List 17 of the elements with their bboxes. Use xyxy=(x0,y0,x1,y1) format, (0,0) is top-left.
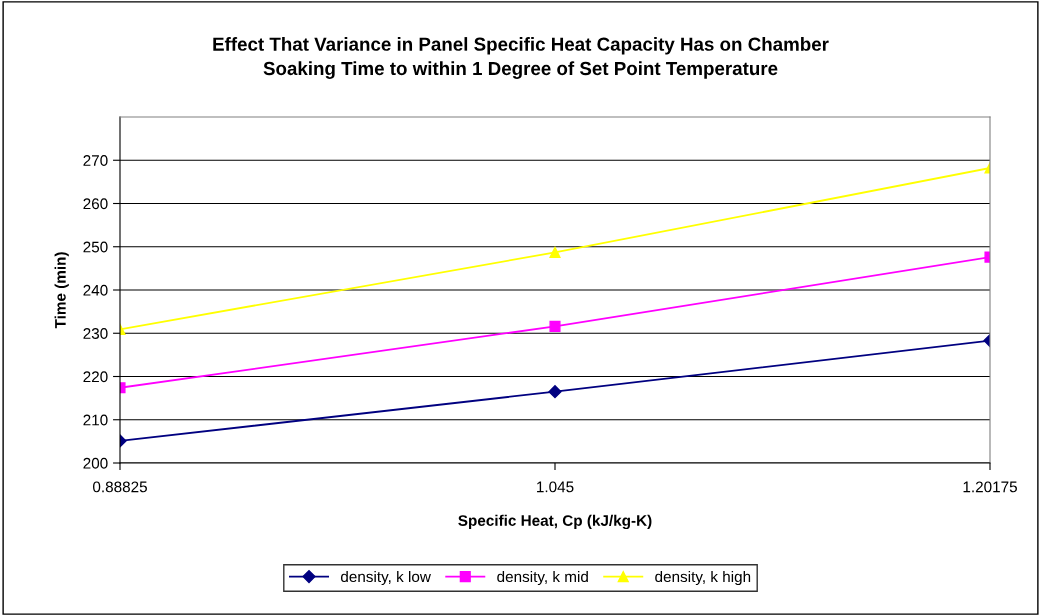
y-tick-label: 210 xyxy=(83,414,108,426)
y-tick-label: 250 xyxy=(83,241,108,253)
chart-title: Effect That Variance in Panel Specific Heat Capacity Has on Chamber Soaking Time to within 1 Degree of Set Point Temperature xyxy=(213,37,829,79)
x-tick-label: 1.045 xyxy=(537,481,574,493)
legend-label: density, k mid xyxy=(497,570,588,586)
legend-label: density, k low xyxy=(340,570,431,586)
x-axis-title: Specific Heat, Cp (kJ/kg-K) xyxy=(458,514,652,530)
x-tick-label: 1.20175 xyxy=(963,481,1017,493)
y-tick-label: 220 xyxy=(83,371,108,383)
y-tick-label: 270 xyxy=(83,155,108,166)
y-tick-label: 200 xyxy=(83,457,108,469)
y-tick-label: 230 xyxy=(83,328,108,339)
x-tick-label: 0.88825 xyxy=(92,481,147,493)
y-tick-label: 260 xyxy=(83,198,108,210)
y-axis-title: Time (min) xyxy=(54,252,69,329)
legend-label: density, k high xyxy=(655,570,751,586)
y-tick-label: 240 xyxy=(83,284,108,296)
